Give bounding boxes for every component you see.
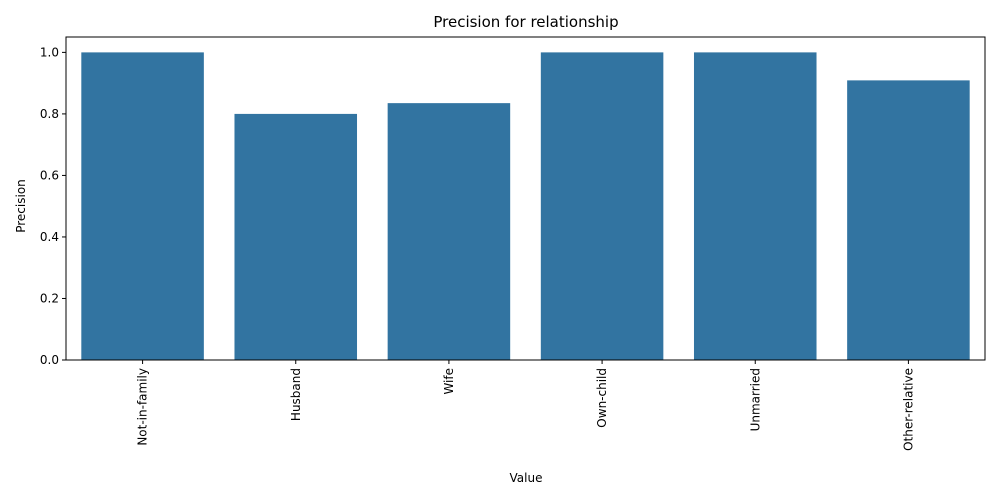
y-axis-label: Precision [14, 179, 28, 233]
x-tick-label: Husband [289, 368, 303, 421]
plot-frame [65, 36, 986, 361]
plot-border [65, 36, 986, 361]
x-tick-label: Unmarried [748, 368, 762, 431]
y-tick-label: 0.2 [40, 291, 59, 305]
y-tick-label: 1.0 [40, 45, 59, 59]
y-tick-label: 0.0 [40, 353, 59, 367]
x-tick-label: Other-relative [901, 368, 915, 451]
x-axis-label: Value [510, 471, 543, 485]
bar-own-child [540, 52, 664, 360]
x-tick-label: Not-in-family [136, 368, 150, 446]
y-axis: 0.0 0.2 0.4 0.6 0.8 1.0 [40, 45, 66, 367]
bar-husband [234, 113, 358, 361]
y-tick-label: 0.8 [40, 107, 59, 121]
x-tick-label: Wife [442, 368, 456, 395]
x-tick-label: Own-child [595, 368, 609, 428]
chart-title: Precision for relationship [433, 13, 618, 31]
bar-unmarried [693, 52, 817, 360]
bar-other-relative [847, 80, 970, 361]
y-tick-label: 0.4 [40, 230, 59, 244]
bar-wife [387, 103, 511, 360]
x-axis: Not-in-family Husband Wife Own-child Unmarri… [136, 360, 915, 451]
bars-group [81, 52, 970, 361]
y-tick-label: 0.6 [40, 168, 59, 182]
bar-not-in-family [81, 52, 204, 360]
